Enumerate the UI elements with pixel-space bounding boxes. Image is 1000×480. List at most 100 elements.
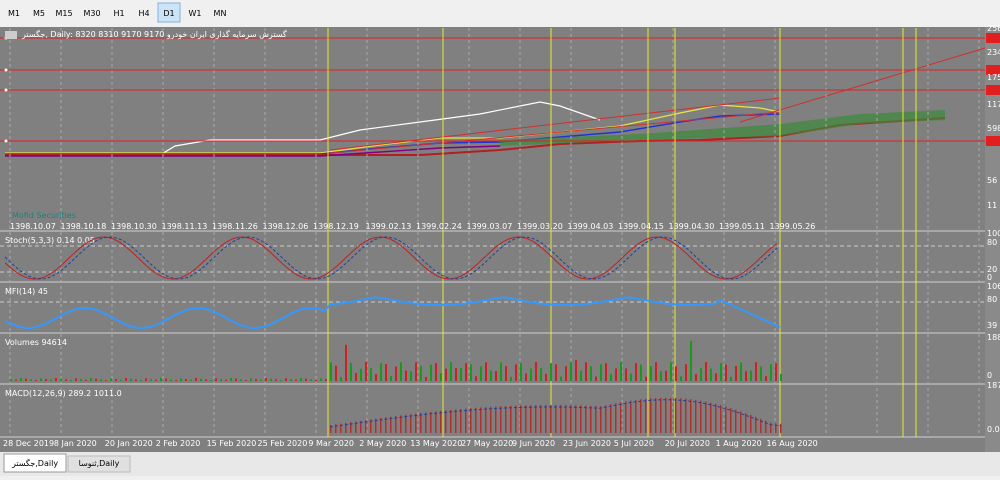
volume-bar — [285, 378, 287, 381]
tab-label[interactable]: جگستر,Daily — [11, 458, 58, 468]
macd-bar — [510, 405, 512, 433]
volume-bar — [700, 368, 702, 381]
volume-bar — [35, 380, 37, 381]
chart-header: جگستر, Daily: 8320 8310 9170 9170 گسترش … — [21, 29, 287, 39]
volume-bar — [135, 379, 137, 381]
volume-bar — [380, 363, 382, 381]
macd-bar — [355, 421, 357, 433]
macd-bar — [615, 403, 617, 433]
indicator-label: Volumes 94614 — [5, 338, 67, 347]
volume-bar — [85, 379, 87, 381]
volume-bar — [215, 378, 217, 381]
tab-bar — [0, 452, 1000, 476]
macd-bar — [750, 414, 752, 433]
macd-bar — [700, 400, 702, 433]
volume-bar — [555, 364, 557, 381]
macd-bar — [640, 399, 642, 433]
volume-bar — [105, 380, 107, 381]
macd-bar — [460, 408, 462, 433]
volume-bar — [325, 379, 327, 381]
level-handle — [4, 88, 8, 92]
volume-bar — [320, 378, 322, 381]
macd-signal — [329, 399, 781, 428]
macd-bar — [635, 399, 637, 433]
macd-bar — [570, 405, 572, 433]
price-label: 256 — [987, 24, 1000, 33]
volume-bar — [660, 371, 662, 381]
volume-bar — [130, 378, 132, 381]
volume-bar — [80, 379, 82, 381]
level-handle — [4, 139, 8, 143]
volume-bar — [240, 379, 242, 381]
scale-label: 188 — [987, 333, 1000, 342]
volume-bar — [190, 379, 192, 381]
volume-bar — [520, 363, 522, 381]
volume-bar — [670, 362, 672, 381]
macd-bar — [525, 405, 527, 433]
volume-bar — [275, 379, 277, 381]
volume-bar — [675, 366, 677, 381]
macd-bar — [585, 405, 587, 433]
macd-bar — [695, 399, 697, 433]
volume-bar — [730, 376, 732, 381]
tab-active[interactable] — [3, 453, 67, 473]
macd-bar — [535, 405, 537, 433]
volume-bar — [425, 376, 427, 381]
volume-bar — [470, 364, 472, 381]
volume-bar — [180, 378, 182, 381]
macd-bar — [400, 415, 402, 433]
timeframe-button[interactable]: H1 — [113, 9, 124, 18]
volume-bar — [590, 366, 592, 381]
time-label: 1399.04.15 — [618, 222, 664, 231]
volume-bar — [650, 366, 652, 381]
volume-bar — [395, 366, 397, 381]
timeframe-button[interactable]: M15 — [55, 9, 72, 18]
macd-bar — [710, 402, 712, 433]
time-label: 1398.12.06 — [263, 222, 309, 231]
timeframe-button[interactable]: W1 — [189, 9, 202, 18]
volume-bar — [115, 379, 117, 381]
macd-bar — [500, 406, 502, 433]
macd-bar — [680, 398, 682, 433]
macd-bar — [600, 406, 602, 433]
volume-bar — [350, 362, 352, 381]
time-label: 1399.04.30 — [669, 222, 715, 231]
macd-bar — [490, 406, 492, 433]
volume-bar — [625, 368, 627, 381]
macd-bar — [530, 405, 532, 433]
timeframe-button[interactable]: MN — [214, 9, 227, 18]
volume-bar — [580, 370, 582, 381]
volume-bar — [40, 378, 42, 381]
volume-bar — [440, 373, 442, 381]
button-selected[interactable] — [157, 2, 181, 23]
volume-bar — [780, 374, 782, 381]
macd-bar — [340, 423, 342, 433]
volume-bar — [25, 378, 27, 381]
volume-bar — [530, 368, 532, 381]
volume-bar — [15, 379, 17, 381]
volume-bar — [170, 379, 172, 381]
tab-label[interactable]: ثنوسا,Daily — [79, 459, 120, 468]
macd-bar — [395, 416, 397, 433]
time-label: 1399.03.07 — [467, 222, 513, 231]
macd-bar — [430, 411, 432, 433]
price-line — [5, 101, 601, 156]
macd-bar — [465, 408, 467, 433]
volume-bar — [60, 378, 62, 381]
macd-bar — [655, 398, 657, 433]
volume-bar — [710, 368, 712, 381]
timeframe-button[interactable]: M1 — [8, 9, 20, 18]
timeframe-button[interactable]: M5 — [33, 9, 45, 18]
macd-bar — [405, 414, 407, 433]
time-label: 1399.04.03 — [568, 222, 614, 231]
timeframe-button[interactable]: M30 — [83, 9, 100, 18]
volume-bar — [610, 373, 612, 381]
volume-bar — [435, 362, 437, 381]
volume-bar — [210, 380, 212, 381]
level-tag — [986, 136, 1000, 146]
volume-bar — [245, 380, 247, 381]
timeframe-button[interactable]: D1 — [163, 9, 174, 18]
tab[interactable] — [67, 455, 131, 473]
timeframe-button[interactable]: H4 — [138, 9, 149, 18]
macd-bar — [435, 411, 437, 433]
